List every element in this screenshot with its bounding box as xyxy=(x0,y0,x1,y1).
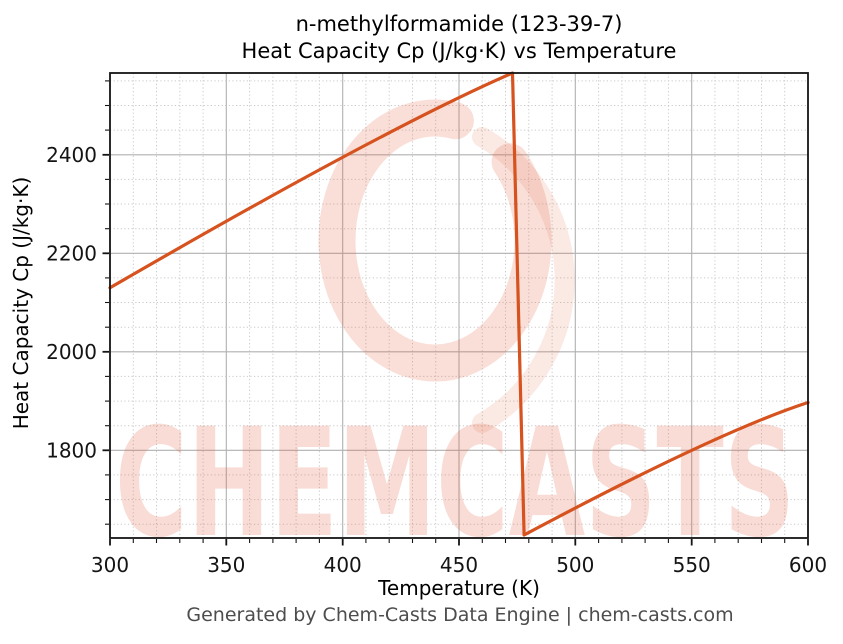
x-tick-label: 300 xyxy=(91,553,129,577)
footer-credit: Generated by Chem-Casts Data Engine | ch… xyxy=(186,604,734,626)
chart-title-line2: Heat Capacity Cp (J/kg·K) vs Temperature xyxy=(241,39,677,63)
watermark-text: CHEMCASTS xyxy=(115,397,795,571)
x-tick-label: 450 xyxy=(440,553,478,577)
axes-spines xyxy=(109,72,809,539)
watermark-ring-logo-icon xyxy=(318,99,552,382)
x-tick-label: 600 xyxy=(789,553,827,577)
chart-title-line1: n-methylformamide (123-39-7) xyxy=(295,12,623,36)
cp-curve xyxy=(108,71,810,537)
y-tick-label: 2400 xyxy=(46,143,97,167)
y-tick-label: 2200 xyxy=(46,241,97,265)
x-tick-label: 500 xyxy=(556,553,594,577)
y-axis-label: Heat Capacity Cp (J/kg·K) xyxy=(9,176,33,430)
x-axis-label: Temperature (K) xyxy=(378,576,540,600)
y-tick-label: 1800 xyxy=(46,438,97,462)
x-tick-label: 350 xyxy=(207,553,245,577)
x-tick-label: 550 xyxy=(673,553,711,577)
watermark-group: CHEMCASTS xyxy=(115,99,795,571)
y-tick-label: 2000 xyxy=(46,340,97,364)
x-tick-label: 400 xyxy=(324,553,362,577)
